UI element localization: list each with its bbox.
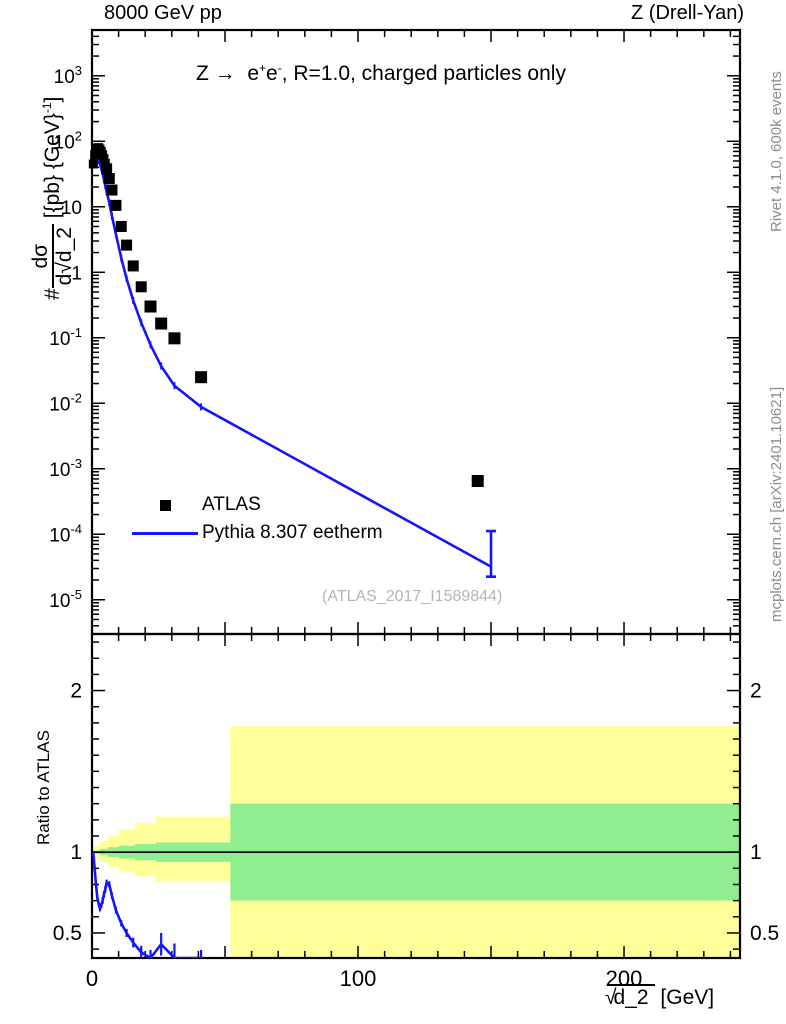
side-label-mcplots: mcplots.cern.ch [arXiv:2401.10621] [768, 386, 785, 622]
legend-marker-square-icon [128, 499, 202, 511]
xaxis-tick-label: 0 [86, 966, 98, 991]
main-ylabel: # dσ d√d_2 [{pb} {GeV}-1] [29, 96, 77, 300]
ratio-ytick-label-left: 2 [70, 680, 82, 703]
ratio-ytick-label-right: 1 [750, 841, 762, 864]
main-ytick-label: 1 [71, 263, 82, 284]
side-label-rivet: Rivet 4.1.0, 600k events [768, 71, 785, 232]
atlas-data-marker [195, 371, 208, 384]
atlas-data-marker [127, 260, 139, 272]
main-ytick-label: 10-1 [49, 325, 82, 350]
atlas-data-marker [88, 159, 98, 169]
atlas-data-marker [103, 173, 115, 185]
atlas-data-marker [110, 199, 122, 211]
ratio-ylabel: Ratio to ATLAS [34, 730, 53, 845]
main-ylabel-units: [{pb} {GeV}-1] [40, 96, 65, 219]
atlas-data-marker [144, 300, 157, 313]
main-annotation: Z → e+e-, R=1.0, charged particles only [196, 61, 566, 85]
xaxis-tick-label: 100 [340, 966, 377, 991]
atlas-data-marker [135, 281, 147, 293]
main-ytick-label: 10-2 [49, 390, 82, 415]
legend-label-atlas: ATLAS [202, 494, 261, 515]
ratio-panel-frame [90, 632, 742, 960]
atlas-data-marker [106, 184, 118, 196]
legend-entry-atlas[interactable]: ATLAS [128, 492, 383, 518]
main-ytick-label: 10-4 [49, 521, 82, 546]
atlas-data-marker [121, 239, 133, 251]
atlas-data-marker [115, 220, 127, 232]
main-ytick-label: 10 [61, 198, 82, 219]
analysis-watermark: (ATLAS_2017_I1589844) [322, 588, 503, 605]
atlas-data-marker [471, 475, 484, 488]
atlas-data-marker [101, 163, 113, 175]
atlas-data-marker [99, 154, 109, 164]
legend-label-pythia: Pythia 8.307 eetherm [202, 522, 383, 543]
main-ytick-label: 10-5 [49, 587, 82, 612]
header-right-label: Z (Drell-Yan) [631, 2, 744, 24]
main-ytick-label: 103 [54, 63, 82, 88]
xaxis-label: √d_2 [GeV] [605, 984, 715, 1009]
header-left-label: 8000 GeV pp [104, 2, 222, 24]
atlas-data-marker [155, 317, 168, 330]
ratio-ytick-label-left: 1 [70, 841, 82, 864]
xaxis-tick-label: 200 [606, 966, 643, 991]
legend-entry-pythia[interactable]: Pythia 8.307 eetherm [128, 518, 383, 548]
ratio-ytick-label-right: 0.5 [750, 922, 779, 945]
atlas-data-marker [168, 332, 181, 345]
main-ytick-label: 102 [54, 128, 82, 153]
legend-marker-line-icon [128, 531, 202, 535]
ratio-ytick-label-right: 2 [750, 680, 762, 703]
main-ytick-label: 10-3 [49, 456, 82, 481]
ratio-curve [92, 853, 202, 958]
legend: ATLAS Pythia 8.307 eetherm [128, 492, 383, 548]
main-ylabel-text: # dσ d√d_2 [{pb} {GeV}-1] [29, 96, 77, 300]
ratio-ytick-label-left: 0.5 [53, 922, 82, 945]
